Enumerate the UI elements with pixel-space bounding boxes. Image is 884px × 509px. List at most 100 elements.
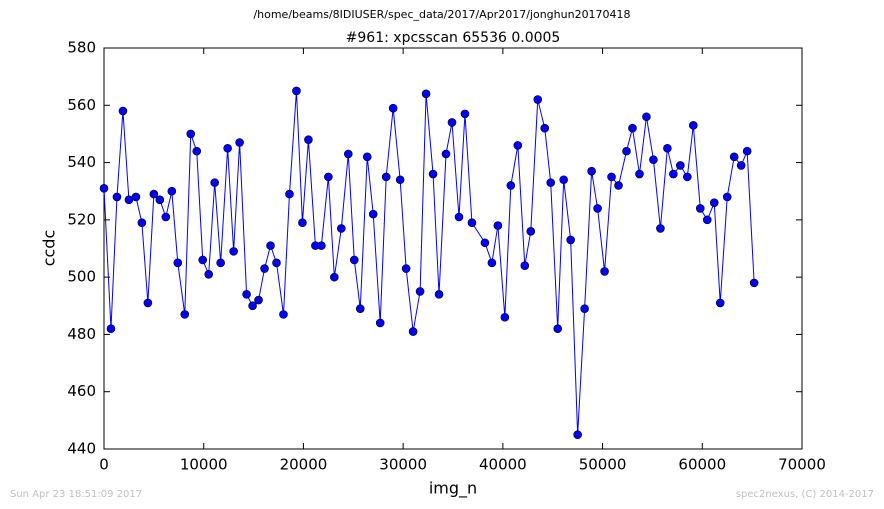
data-point — [506, 181, 516, 190]
data-point — [460, 109, 470, 119]
data-point — [118, 106, 128, 116]
data-point — [441, 149, 451, 159]
data-point — [526, 227, 536, 236]
data-point — [607, 172, 616, 182]
data-point — [487, 258, 497, 268]
data-point — [381, 172, 391, 182]
data-point — [248, 301, 257, 311]
data-point — [480, 238, 490, 248]
data-point — [467, 218, 477, 228]
data-point — [408, 327, 418, 336]
data-point — [198, 255, 208, 265]
data-point — [167, 186, 177, 196]
y-tick-label: 580 — [67, 39, 96, 57]
footer-right: spec2nexus, (C) 2014-2017 — [736, 489, 874, 500]
footer-left: Sun Apr 23 18:51:09 2017 — [10, 489, 142, 500]
y-tick-label: 440 — [67, 440, 96, 458]
y-tick-label: 460 — [67, 382, 96, 400]
data-point — [593, 204, 602, 213]
data-point — [106, 324, 116, 334]
data-point — [676, 161, 685, 170]
data-point — [324, 172, 333, 182]
data-point — [520, 261, 530, 270]
y-tick-label: 480 — [67, 325, 96, 343]
data-point — [235, 138, 244, 147]
data-point — [729, 152, 739, 162]
data-point — [635, 169, 644, 179]
data-point — [401, 264, 411, 273]
data-point — [622, 146, 631, 156]
data-point — [742, 146, 752, 156]
data-point — [447, 118, 457, 127]
data-point — [663, 143, 672, 153]
data-point — [242, 290, 251, 299]
data-point — [254, 295, 263, 305]
data-point — [161, 212, 171, 222]
data-point — [683, 172, 692, 182]
data-point — [493, 221, 503, 230]
data-point — [173, 258, 183, 268]
data-point — [99, 184, 109, 193]
y-tick-label: 560 — [67, 96, 96, 114]
data-point — [272, 258, 281, 268]
data-point — [355, 304, 365, 313]
data-point — [546, 178, 556, 187]
data-point — [553, 324, 563, 334]
x-tick-label: 30000 — [379, 456, 427, 474]
suptitle: /home/beams/8IDIUSER/spec_data/2017/Apr2… — [253, 8, 630, 21]
data-point — [388, 103, 398, 113]
data-point — [513, 141, 523, 150]
data-point — [260, 264, 269, 273]
data-point — [285, 189, 294, 199]
data-point — [689, 121, 698, 130]
x-axis-label: img_n — [429, 479, 477, 499]
data-point — [137, 218, 147, 228]
data-point — [600, 267, 609, 276]
data-point — [533, 95, 543, 104]
data-point — [368, 209, 378, 219]
data-point — [421, 89, 431, 99]
x-tick-label: 60000 — [678, 456, 726, 474]
x-tick-label: 10000 — [180, 456, 228, 474]
data-point — [317, 241, 326, 250]
data-point — [709, 198, 719, 207]
data-point — [656, 224, 665, 233]
data-point — [702, 215, 712, 225]
data-point — [566, 235, 575, 245]
data-point — [695, 204, 705, 213]
data-point — [614, 181, 623, 190]
data-point — [337, 224, 346, 233]
data-point — [204, 269, 213, 279]
y-axis-label: ccdc — [40, 230, 59, 267]
data-point — [587, 166, 596, 176]
data-point — [210, 178, 219, 187]
data-point — [343, 149, 353, 159]
data-point — [349, 255, 359, 265]
data-point — [559, 175, 568, 185]
y-tick-label: 520 — [67, 210, 96, 228]
data-point — [304, 135, 313, 144]
data-point — [192, 146, 202, 156]
data-point — [186, 129, 196, 139]
data-point — [362, 152, 372, 162]
data-point — [298, 218, 307, 228]
x-tick-label: 70000 — [778, 456, 826, 474]
x-tick-label: 20000 — [280, 456, 328, 474]
data-point — [229, 247, 238, 256]
data-point — [454, 212, 464, 222]
data-point — [749, 278, 759, 288]
data-point — [155, 195, 165, 205]
data-point — [715, 298, 725, 308]
data-point — [434, 290, 444, 299]
data-point — [216, 258, 225, 268]
data-point — [628, 123, 637, 133]
data-point — [649, 155, 658, 165]
data-point — [375, 318, 385, 328]
data-point — [180, 310, 190, 319]
data-point — [415, 287, 425, 296]
data-point — [112, 192, 122, 202]
chart-title: #961: xpcsscan 65536 0.0005 — [346, 30, 561, 46]
x-tick-label: 50000 — [579, 456, 627, 474]
